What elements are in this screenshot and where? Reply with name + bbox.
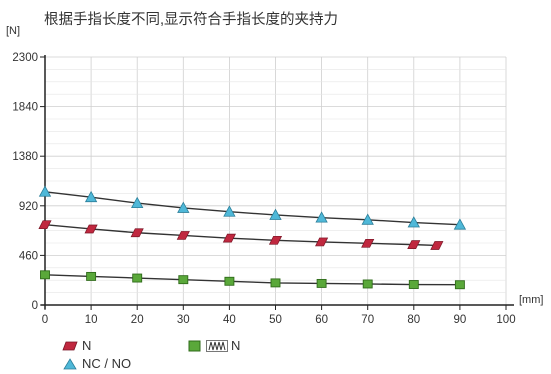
x-tick-label: 20	[131, 314, 144, 326]
data-point-triangle	[177, 201, 190, 213]
data-point-square	[178, 275, 189, 285]
series-line-triangle	[44, 191, 460, 226]
chart-title: 根据手指长度不同,显示符合手指长度的夹持力	[44, 12, 339, 28]
x-tick-label: 40	[223, 314, 236, 326]
x-tick-label: 50	[269, 314, 282, 326]
legend-item-nc-no: NC / NO	[62, 356, 131, 371]
legend-item-n: N	[62, 338, 91, 353]
x-tick-label: 70	[361, 314, 374, 326]
data-point-triangle	[315, 211, 328, 223]
data-point-square	[316, 278, 327, 288]
data-point-triangle	[223, 205, 236, 217]
data-point-parallelogram	[84, 224, 98, 234]
y-tick-label: 0	[32, 300, 38, 312]
data-point-triangle	[84, 190, 98, 203]
legend-label-n: N	[82, 338, 92, 353]
series-line-square	[44, 274, 460, 286]
y-tick-label: 920	[19, 201, 38, 213]
y-tick-label: 1380	[12, 151, 38, 163]
data-point-triangle	[407, 216, 420, 228]
data-point-triangle	[131, 196, 144, 209]
legend-label-n-spring: N	[231, 338, 241, 353]
data-point-square	[270, 278, 281, 288]
data-point-parallelogram	[430, 241, 444, 250]
data-point-square	[86, 271, 97, 281]
y-axis-label: [N]	[6, 25, 21, 37]
y-tick-label: 460	[19, 250, 38, 262]
legend-label-nc-no: NC / NO	[82, 356, 132, 371]
data-point-parallelogram	[268, 235, 283, 245]
x-tick-label: 80	[407, 314, 420, 326]
y-tick-label: 1840	[12, 102, 38, 114]
data-point-triangle	[453, 218, 467, 230]
data-point-parallelogram	[407, 240, 421, 249]
x-tick-label: 10	[85, 314, 98, 326]
x-tick-label: 0	[42, 314, 48, 326]
x-tick-label: 90	[454, 314, 467, 326]
data-point-square	[362, 279, 373, 289]
spring-icon	[206, 339, 228, 352]
data-point-parallelogram	[361, 238, 375, 248]
square-icon	[188, 340, 201, 351]
parallelogram-icon	[62, 341, 78, 350]
data-point-parallelogram	[222, 233, 236, 243]
data-point-square	[454, 280, 465, 290]
data-point-square	[224, 276, 235, 286]
data-point-parallelogram	[176, 231, 190, 240]
series-line-parallelogram	[44, 223, 437, 247]
x-axis-label: [mm]	[519, 294, 544, 306]
legend-item-n-spring: N	[188, 338, 240, 353]
data-point-triangle	[269, 208, 282, 220]
data-point-parallelogram	[315, 237, 329, 247]
data-point-triangle	[361, 213, 374, 225]
x-tick-label: 60	[315, 314, 328, 326]
data-point-parallelogram	[38, 220, 52, 230]
data-point-parallelogram	[130, 228, 144, 238]
data-point-square	[408, 280, 419, 289]
x-tick-label: 30	[177, 314, 190, 326]
y-tick-label: 2300	[12, 52, 38, 64]
data-point-square	[40, 270, 50, 280]
data-point-square	[132, 273, 143, 283]
x-tick-label: 100	[496, 314, 515, 326]
data-point-triangle	[38, 185, 52, 197]
triangle-icon	[63, 357, 77, 369]
